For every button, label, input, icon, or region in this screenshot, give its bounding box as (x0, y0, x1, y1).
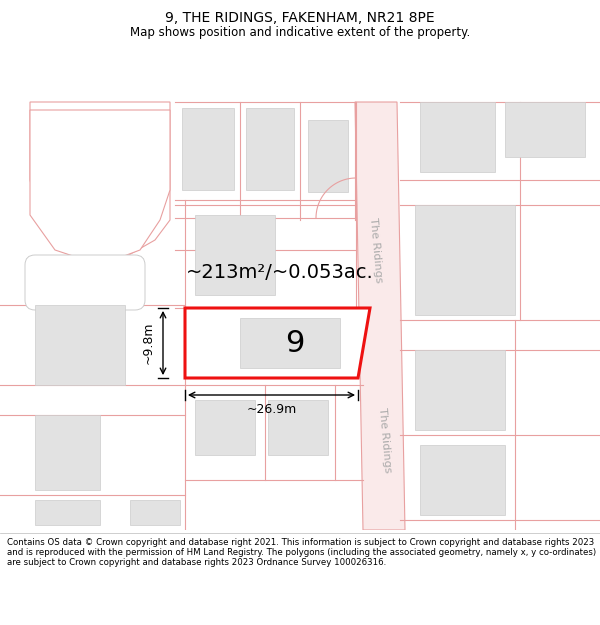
Polygon shape (355, 102, 405, 530)
Bar (268, 400, 328, 455)
Bar (35, 305, 125, 385)
Text: 9: 9 (285, 329, 304, 357)
Bar (195, 400, 255, 455)
Polygon shape (185, 308, 370, 378)
Polygon shape (30, 102, 170, 265)
Text: Contains OS data © Crown copyright and database right 2021. This information is : Contains OS data © Crown copyright and d… (7, 538, 596, 568)
Bar (415, 205, 515, 315)
Text: The Ridings: The Ridings (377, 407, 393, 473)
Text: ~9.8m: ~9.8m (142, 322, 155, 364)
Bar (35, 415, 100, 490)
Bar (415, 350, 505, 430)
Text: 9, THE RIDINGS, FAKENHAM, NR21 8PE: 9, THE RIDINGS, FAKENHAM, NR21 8PE (165, 11, 435, 25)
Bar (240, 318, 340, 368)
FancyBboxPatch shape (25, 255, 145, 310)
Bar (420, 445, 505, 515)
Bar (246, 108, 294, 190)
Text: The Ridings: The Ridings (368, 217, 384, 283)
Text: ~213m²/~0.053ac.: ~213m²/~0.053ac. (186, 263, 374, 282)
Bar (35, 500, 100, 525)
Bar (420, 102, 495, 172)
Bar (182, 108, 234, 190)
Bar (195, 215, 275, 295)
Polygon shape (30, 110, 170, 265)
Bar (130, 500, 180, 525)
Bar (505, 102, 585, 157)
Text: Map shows position and indicative extent of the property.: Map shows position and indicative extent… (130, 26, 470, 39)
Bar (308, 120, 348, 192)
Text: ~26.9m: ~26.9m (247, 403, 296, 416)
